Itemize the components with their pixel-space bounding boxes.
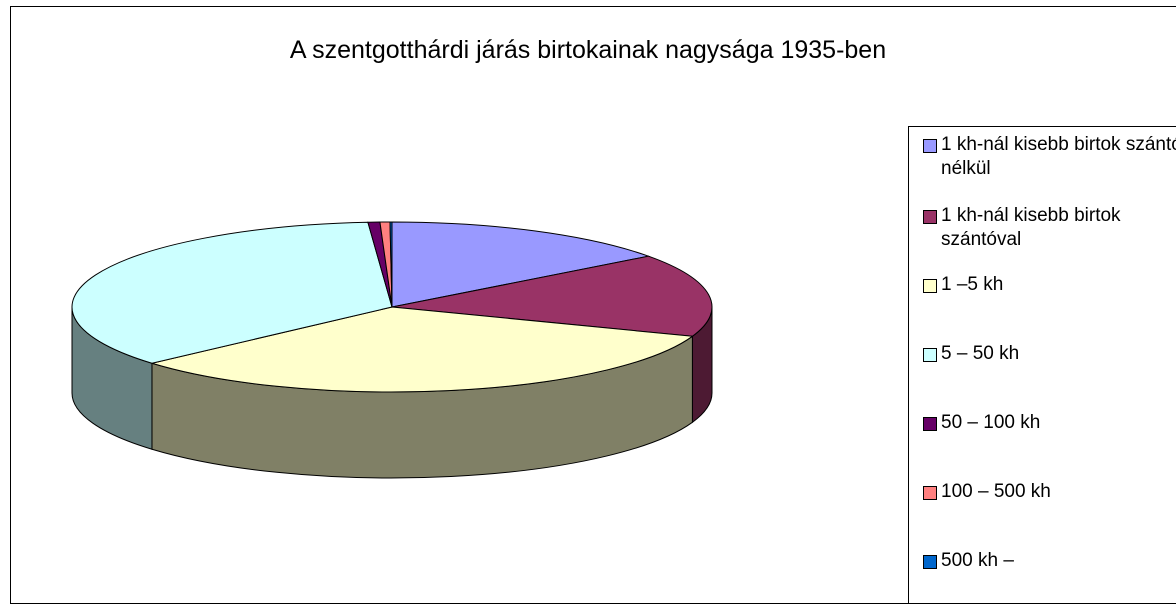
legend-label: 5 – 50 kh	[941, 343, 1020, 364]
legend: 1 kh-nál kisebb birtok szántó nélkül 1 kh…	[908, 126, 1176, 604]
legend-swatch	[923, 348, 937, 362]
pie-area	[71, 221, 713, 479]
legend-swatch	[923, 210, 937, 224]
legend-item: 5 – 50 kh	[923, 342, 1176, 366]
pie-slice	[391, 221, 651, 308]
legend-item: 1 –5 kh	[923, 273, 1176, 297]
legend-swatch	[923, 555, 937, 569]
legend-label: 500 kh –	[941, 550, 1014, 571]
pie-slice	[71, 221, 393, 364]
chart-title: A szentgotthárdi járás birtokainak nagys…	[289, 36, 887, 64]
pie-slice	[389, 221, 393, 308]
legend-swatch	[923, 139, 937, 153]
legend-swatch	[923, 417, 937, 431]
pie-slice	[150, 306, 694, 393]
chart-frame	[10, 6, 1176, 604]
legend-label: 100 – 500 kh	[941, 481, 1051, 502]
legend-item: 100 – 500 kh	[923, 480, 1176, 504]
legend-label: 1 –5 kh	[941, 274, 1004, 295]
legend-swatch	[923, 279, 937, 293]
legend-label: 50 – 100 kh	[941, 412, 1041, 433]
legend-label: 1 kh-nál kisebb birtok szántó nélkül	[941, 134, 1176, 179]
legend-item: 1 kh-nál kisebb birtok szántóval	[923, 204, 1176, 252]
pie-slice	[391, 255, 713, 337]
legend-label: 1 kh-nál kisebb birtok szántóval	[941, 205, 1121, 250]
legend-item: 500 kh –	[923, 549, 1176, 573]
legend-swatch	[923, 486, 937, 500]
legend-item: 1 kh-nál kisebb birtok szántó nélkül	[923, 133, 1176, 181]
legend-item: 50 – 100 kh	[923, 411, 1176, 435]
